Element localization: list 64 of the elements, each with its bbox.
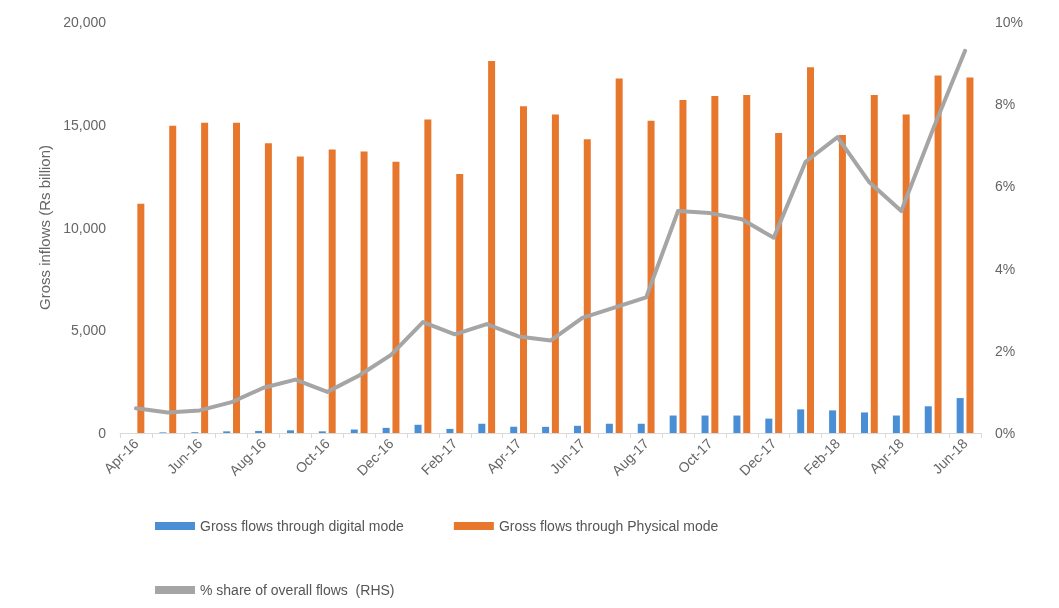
bar <box>573 425 581 433</box>
bar <box>286 430 294 433</box>
y2-tick-label: 10% <box>995 14 1024 30</box>
bar <box>924 406 932 433</box>
bar <box>615 78 623 433</box>
bar <box>829 410 837 433</box>
bar <box>328 149 336 433</box>
bar <box>264 143 272 433</box>
bar <box>892 415 900 433</box>
bar <box>456 174 464 433</box>
bar <box>797 409 805 433</box>
bar <box>551 114 559 433</box>
bar <box>424 119 432 433</box>
bar <box>137 203 145 433</box>
bar <box>414 424 422 433</box>
bar <box>360 151 368 433</box>
bar <box>542 426 550 433</box>
bar <box>956 398 964 433</box>
line-series <box>133 48 968 415</box>
y-tick-label: 5,000 <box>70 322 107 339</box>
bar <box>201 122 209 433</box>
bar <box>934 75 942 433</box>
bar <box>860 412 868 433</box>
y2-tick-label: 2% <box>995 342 1016 359</box>
y2-tick-label: 8% <box>995 96 1016 113</box>
y-tick-label: 20,000 <box>63 14 107 30</box>
bar <box>711 95 719 433</box>
bar <box>733 415 741 433</box>
bar <box>446 428 454 433</box>
bar <box>583 139 591 433</box>
bar <box>838 135 846 433</box>
bar <box>510 426 518 433</box>
legend-label: Gross flows through digital mode <box>200 518 405 534</box>
bar <box>169 125 177 433</box>
bar <box>966 77 974 433</box>
bar <box>255 430 263 433</box>
bar <box>637 423 645 433</box>
y2-tick-label: 4% <box>995 260 1016 277</box>
bar <box>870 94 878 433</box>
bar <box>392 161 400 433</box>
y-tick-label: 15,000 <box>63 116 107 133</box>
legend-label: Gross flows through Physical mode <box>498 518 719 534</box>
bar <box>233 122 241 433</box>
bar <box>743 94 751 433</box>
y-axis-title: Gross inflows (Rs billion) <box>36 144 54 311</box>
y-tick-label: 0 <box>98 425 107 441</box>
bar <box>775 132 783 433</box>
bar <box>701 415 709 433</box>
bar <box>679 100 687 433</box>
y2-tick-label: 6% <box>995 178 1016 195</box>
bar <box>647 120 655 433</box>
bar <box>520 106 528 433</box>
bar <box>765 418 773 433</box>
bar <box>902 114 910 433</box>
bar <box>488 61 496 433</box>
bar <box>605 423 613 433</box>
bar <box>296 156 304 433</box>
bar <box>478 423 486 433</box>
bar <box>669 415 677 433</box>
bar <box>807 67 815 433</box>
bar <box>382 427 390 433</box>
y-tick-label: 10,000 <box>63 219 107 236</box>
y2-tick-label: 0% <box>995 425 1016 441</box>
legend-label: % share of overall flows (RHS) <box>200 582 395 598</box>
